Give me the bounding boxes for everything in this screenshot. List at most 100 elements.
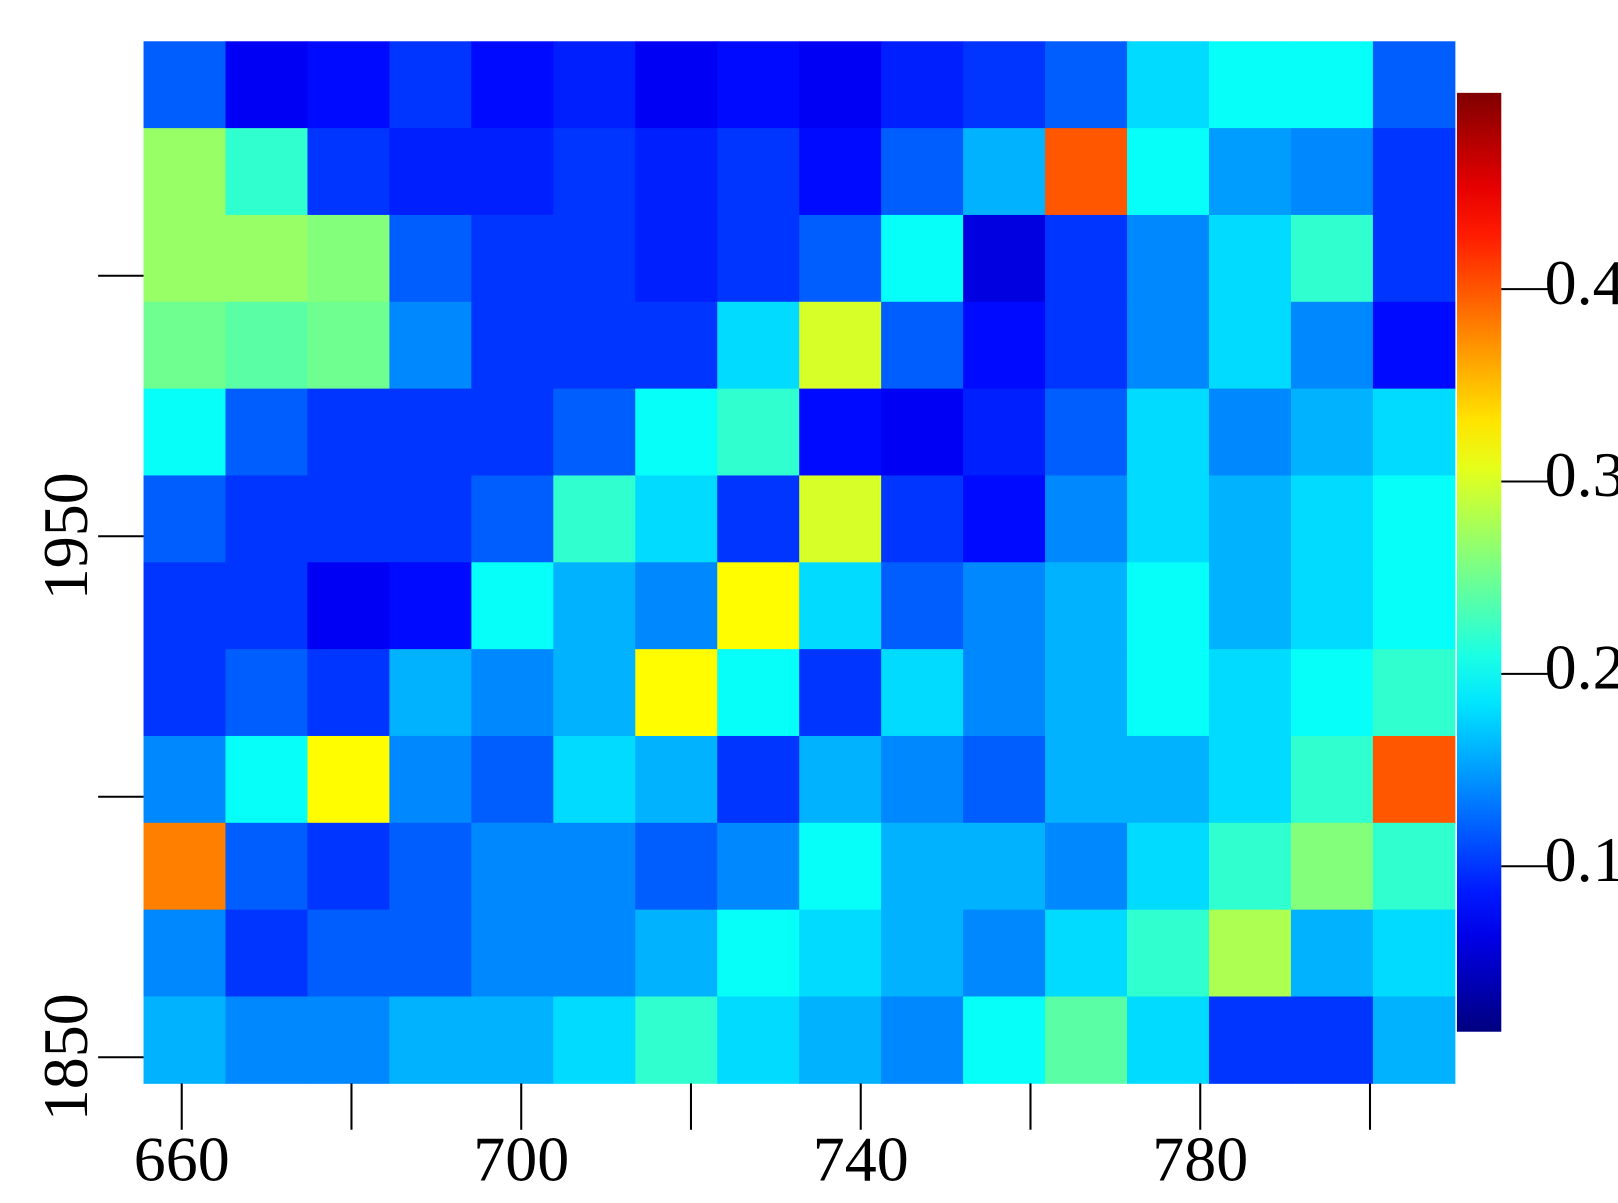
heat-cell [799,910,881,997]
heat-cell [1127,910,1209,997]
heat-cell [307,996,389,1083]
heat-cell [389,41,471,128]
heat-cell [1291,389,1373,476]
heat-cell [635,475,717,562]
colorbar-tick-label: 0.3 [1545,439,1618,510]
heat-cell [1209,389,1291,476]
heat-cell [307,562,389,649]
heat-cell [635,128,717,215]
heat-cell [553,562,635,649]
heat-cell [1291,649,1373,736]
heat-cell [389,562,471,649]
heat-cell [553,910,635,997]
heat-cell [1373,996,1455,1083]
heat-cell [225,996,307,1083]
heat-cell [144,475,226,562]
heat-cell [963,302,1045,389]
heat-cell [389,475,471,562]
heat-cell [963,649,1045,736]
heat-cell [963,475,1045,562]
heat-cell [225,302,307,389]
heat-cell [225,128,307,215]
heat-cell [1209,562,1291,649]
heat-cell [389,215,471,302]
heat-cell [1291,736,1373,823]
heat-cell [225,736,307,823]
heat-cell [717,475,799,562]
heat-cell [307,302,389,389]
colorbar-tick-label: 0.2 [1545,632,1618,703]
heat-cell [471,996,553,1083]
heat-cell [963,128,1045,215]
heat-cell [307,389,389,476]
heat-cell [881,389,963,476]
heat-cell [1291,910,1373,997]
heat-cell [1127,128,1209,215]
heat-cell [307,736,389,823]
colorbar [1457,93,1501,1032]
x-tick-label: 740 [813,1124,909,1195]
y-tick-label: 1850 [30,993,101,1121]
heat-cell [1373,128,1455,215]
heat-cell [881,475,963,562]
heat-cell [799,215,881,302]
heat-cell [963,996,1045,1083]
heat-cell [963,389,1045,476]
heat-cell [635,649,717,736]
heat-cell [1373,910,1455,997]
heat-cell [1045,910,1127,997]
colorbar-tick-label: 0.4 [1545,247,1618,318]
heat-cell [635,389,717,476]
heat-cell [144,910,226,997]
heat-cell [225,649,307,736]
heat-cell [1373,736,1455,823]
heat-cell [144,736,226,823]
heat-cell [1373,649,1455,736]
heat-cell [963,562,1045,649]
heat-cell [553,475,635,562]
heat-cell [1291,215,1373,302]
heat-cell [881,562,963,649]
heat-cell [635,736,717,823]
heat-cell [1373,302,1455,389]
heat-cell [225,389,307,476]
heat-cell [1127,302,1209,389]
heat-cell [717,823,799,910]
heat-cell [881,215,963,302]
heat-cell [635,41,717,128]
heat-cell [1209,823,1291,910]
heat-cell [1127,41,1209,128]
heat-cell [307,823,389,910]
heat-cell [717,562,799,649]
heat-cell [963,910,1045,997]
heat-cell [389,649,471,736]
heat-cell [1373,41,1455,128]
heat-cell [635,996,717,1083]
heat-cell [963,41,1045,128]
heat-cell [717,215,799,302]
heat-cell [1127,649,1209,736]
heat-cell [1373,215,1455,302]
heat-cell [963,823,1045,910]
colorbar-tick-label: 0.1 [1545,824,1618,895]
heat-cell [553,996,635,1083]
heat-cell [553,649,635,736]
heat-cell [1127,475,1209,562]
heat-cell [144,128,226,215]
heat-cell [471,128,553,215]
heat-cell [1291,475,1373,562]
heat-cell [963,215,1045,302]
heat-cell [635,910,717,997]
heat-cell [1127,215,1209,302]
heat-cell [881,910,963,997]
heat-cell [1291,302,1373,389]
heat-cell [1209,910,1291,997]
heat-cell [799,823,881,910]
heat-cell [1045,736,1127,823]
heat-cell [1045,41,1127,128]
heat-cell [1291,823,1373,910]
heat-cell [307,649,389,736]
x-tick-label: 780 [1152,1124,1248,1195]
y-tick-label: 1950 [30,472,101,600]
heat-cell [144,562,226,649]
